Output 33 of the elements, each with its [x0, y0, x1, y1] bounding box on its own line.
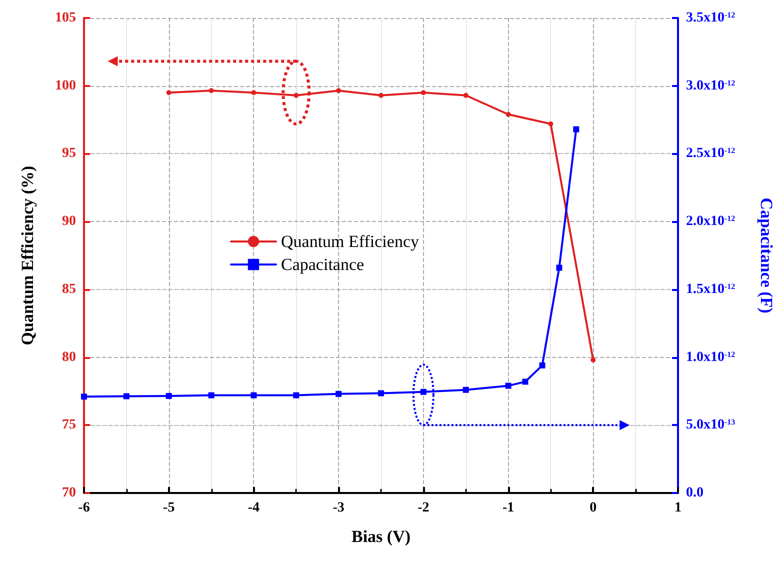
point [378, 92, 384, 98]
legend-label: Quantum Efficiency [281, 232, 420, 251]
point [166, 90, 172, 96]
y2-axis-title: Capacitance (F) [757, 198, 776, 314]
x-tick-label: -4 [248, 500, 260, 516]
x-tick-label: -1 [502, 500, 514, 516]
x-tick-label: -3 [332, 500, 344, 516]
point [590, 358, 596, 362]
legend-label: Capacitance [281, 255, 364, 274]
point [548, 121, 554, 126]
y-axis-title: Quantum Efficiency (%) [18, 166, 37, 346]
y-tick-label: 95 [62, 146, 76, 162]
point [506, 112, 511, 117]
x-axis-title: Bias (V) [351, 527, 411, 546]
y-tick-label: 80 [62, 350, 76, 365]
point [463, 92, 468, 98]
x-tick-label: -6 [78, 500, 90, 516]
x-tick-label: 1 [674, 500, 682, 516]
y-tick-label: 70 [62, 486, 76, 500]
x-tick-label: -5 [163, 500, 175, 516]
point [336, 88, 342, 94]
y-tick-label: 85 [62, 282, 76, 297]
y2-tick-label: 0.0 [686, 486, 704, 500]
x-tick-label: 0 [590, 500, 597, 516]
y-tick-label: 75 [62, 418, 76, 433]
y-tick-label: 100 [55, 78, 76, 94]
x-tick-label: -2 [418, 500, 430, 516]
y-tick-label: 105 [55, 10, 76, 26]
point [251, 90, 256, 96]
point [208, 88, 214, 94]
point [294, 92, 299, 98]
y-tick-label: 90 [62, 214, 76, 230]
point [420, 90, 426, 96]
